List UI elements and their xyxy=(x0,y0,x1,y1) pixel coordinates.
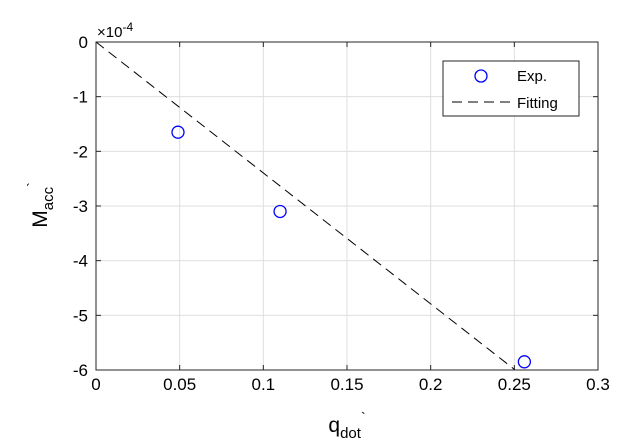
x-axis-label-suffix: ` xyxy=(361,409,366,425)
tick-labels: 0 0.05 0.1 0.15 0.2 0.25 0.3 0 -1 -2 -3 -4 -5 -6 xyxy=(73,33,610,394)
legend-label-exp: Exp. xyxy=(517,68,547,85)
x-axis-label: qdot` xyxy=(328,409,365,442)
plot-border xyxy=(95,41,599,371)
x-tick-label: 0.25 xyxy=(498,375,531,394)
marks xyxy=(95,41,532,371)
legend-label-fitting: Fitting xyxy=(517,95,558,112)
y-tick-label: -6 xyxy=(73,361,88,380)
legend-marker-exp xyxy=(474,69,488,83)
x-tick-label: 0.2 xyxy=(419,375,443,394)
x-axis-label-subscript: dot xyxy=(340,425,362,442)
legend-box xyxy=(442,60,580,117)
y-axis-label: Macc` xyxy=(24,182,57,228)
y-tick-label: -5 xyxy=(73,306,88,325)
y-tick-label: -2 xyxy=(73,142,88,161)
x-tick-label: 0.3 xyxy=(586,375,610,394)
y-exponent-base: ×10 xyxy=(97,24,122,41)
y-tick-label: -4 xyxy=(73,252,88,271)
y-axis-label-suffix: ` xyxy=(24,182,40,187)
exp-data-point xyxy=(517,355,532,369)
y-tick-label: 0 xyxy=(79,33,88,52)
x-tick-label: 0.15 xyxy=(330,375,363,394)
legend: Exp. Fitting xyxy=(442,60,580,117)
x-tick-label: 0.05 xyxy=(163,375,196,394)
x-axis-label-main: q xyxy=(328,414,340,437)
exp-data-point xyxy=(273,204,287,219)
y-tick-label: -1 xyxy=(73,88,88,107)
y-exponent: ×10-4 xyxy=(97,20,133,41)
y-exponent-power: -4 xyxy=(122,20,133,34)
exp-data-point xyxy=(171,125,185,139)
y-axis-label-main: M xyxy=(29,210,52,228)
y-tick-label: -3 xyxy=(73,197,88,216)
x-tick-label: 0 xyxy=(91,375,100,394)
x-tick-label: 0.1 xyxy=(252,375,276,394)
fitting-line xyxy=(95,41,516,371)
y-axis-label-subscript: acc xyxy=(40,186,57,210)
